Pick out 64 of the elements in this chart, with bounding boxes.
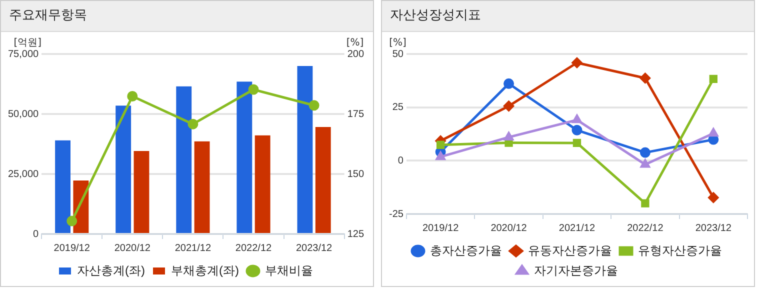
point	[572, 57, 582, 68]
point	[708, 128, 718, 137]
legend-label: 총자산증가율	[430, 243, 502, 258]
point	[572, 138, 582, 148]
point	[127, 90, 138, 102]
legend-label: 자산총계(좌)	[77, 263, 146, 278]
bar	[315, 126, 331, 233]
y-tick-label: 50,000	[8, 108, 40, 120]
bar	[176, 86, 192, 233]
x-tick-label: 2020/12	[114, 242, 151, 254]
y2-axis-title: [%]	[346, 38, 364, 49]
y-tick-label: 25,000	[8, 168, 40, 180]
point	[308, 100, 320, 111]
y-tick-label: 0	[33, 228, 40, 240]
point	[640, 159, 650, 168]
y-tick-label: 25	[392, 102, 404, 114]
point	[504, 100, 514, 112]
legend-label: 부채총계(좌)	[171, 263, 239, 278]
point	[709, 74, 718, 84]
x-tick-label: 2023/12	[695, 222, 732, 234]
bar	[236, 82, 252, 233]
point	[572, 114, 582, 124]
bar	[55, 140, 70, 233]
x-tick-label: 2020/12	[490, 222, 528, 234]
chart-title: 주요재무항목	[1, 1, 373, 32]
point	[504, 132, 514, 140]
y-tick-label: 50	[392, 48, 404, 60]
y2-tick-label: 150	[347, 168, 364, 180]
point	[504, 78, 514, 89]
x-tick-label: 2023/12	[296, 242, 333, 254]
y-tick-label: -25	[389, 208, 404, 220]
point	[188, 118, 198, 130]
point	[572, 124, 582, 136]
legend-label: 부채비율	[264, 263, 313, 278]
point	[640, 72, 650, 84]
y-tick-label: 0	[398, 155, 404, 166]
chart-title: 자산성장성지표	[382, 1, 754, 32]
x-tick-label: 2019/12	[422, 222, 460, 234]
bar	[254, 135, 270, 233]
point	[708, 192, 719, 203]
bar	[194, 141, 210, 233]
legend-label: 유동자산증가율	[528, 243, 612, 258]
point	[436, 152, 446, 160]
point	[66, 216, 78, 226]
legend-label: 자기자본증가율	[534, 263, 618, 278]
x-tick-label: 2022/12	[627, 222, 664, 234]
y-axis-title: [억원]	[14, 38, 42, 49]
legend-label: 유형자산증가율	[638, 243, 722, 258]
point	[640, 147, 650, 158]
bar	[116, 106, 132, 233]
x-tick-label: 2022/12	[235, 242, 272, 254]
y2-tick-label: 175	[347, 108, 364, 120]
y2-tick-label: 200	[347, 48, 364, 60]
y-tick-label: 75,000	[8, 48, 40, 60]
bar	[297, 66, 313, 233]
point	[436, 140, 445, 149]
y2-tick-label: 125	[347, 228, 364, 240]
x-tick-label: 2019/12	[54, 242, 90, 254]
point	[641, 199, 650, 208]
point	[248, 84, 259, 95]
x-tick-label: 2021/12	[174, 242, 212, 254]
y-axis-title: [%]	[389, 38, 407, 49]
x-tick-label: 2021/12	[558, 222, 596, 234]
bar	[134, 150, 150, 233]
